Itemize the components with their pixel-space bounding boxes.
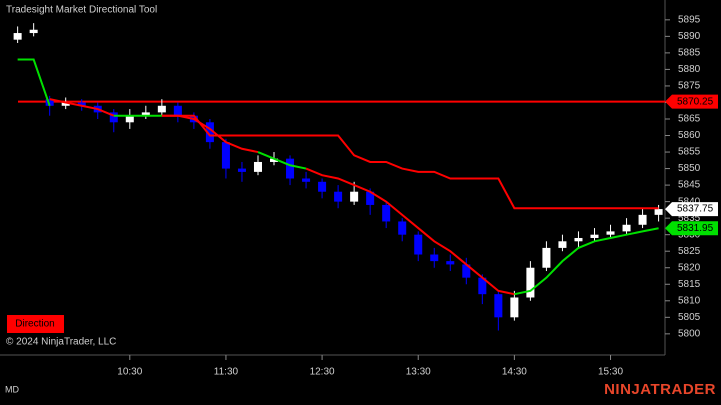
candle-body (414, 234, 423, 255)
y-tick-label: 5820 (678, 262, 701, 273)
x-tick-label: 10:30 (117, 367, 142, 378)
y-tick-label: 5850 (678, 163, 701, 174)
x-tick-label: 11:30 (214, 367, 239, 378)
chart-title: Tradesight Market Directional Tool (6, 5, 157, 16)
x-tick-label: 14:30 (502, 367, 527, 378)
y-tick-label: 5880 (678, 64, 701, 75)
candle-body (205, 122, 214, 143)
candle-body (237, 168, 246, 172)
price-marker (665, 94, 718, 109)
candle-body (382, 204, 391, 222)
candle-body (494, 294, 503, 318)
price-marker (665, 221, 718, 236)
y-tick-label: 5840 (678, 196, 701, 207)
candle-body (109, 112, 118, 123)
candle-body (125, 115, 134, 123)
candle-body (446, 261, 455, 265)
candle-body (286, 158, 295, 179)
candle-body (45, 99, 54, 106)
candle-body (526, 267, 535, 298)
y-tick-label: 5895 (678, 14, 701, 25)
candle-body (398, 221, 407, 235)
candle-body (638, 214, 647, 225)
y-tick-label: 5815 (678, 279, 701, 290)
candle-body (253, 161, 262, 172)
direction-button[interactable] (7, 315, 64, 333)
candle-body (654, 209, 663, 215)
y-tick-label: 5865 (678, 114, 701, 125)
candle-body (221, 142, 230, 169)
x-tick-label: 13:30 (406, 367, 431, 378)
candle-body (318, 181, 327, 192)
tab-label[interactable]: MD (5, 384, 19, 394)
y-tick-label: 5890 (678, 31, 701, 42)
candle-body (622, 224, 631, 232)
candle-body (430, 254, 439, 262)
y-tick-label: 5860 (678, 130, 701, 141)
y-tick-label: 5845 (678, 180, 701, 191)
candle-body (141, 112, 150, 116)
candle-body (590, 234, 599, 238)
x-tick-label: 12:30 (310, 367, 335, 378)
plot: 5800580558105815582058255830583558405845… (13, 14, 701, 378)
indicator-line (17, 58, 659, 296)
indicator-line (161, 114, 659, 210)
candle-body (350, 191, 359, 202)
y-tick-label: 5810 (678, 295, 701, 306)
price-marker (665, 202, 718, 217)
logo: NINJATRADER (604, 381, 716, 398)
y-tick-label: 5825 (678, 246, 701, 257)
candle-body (173, 105, 182, 116)
candle-body (462, 264, 471, 278)
y-tick-label: 5800 (678, 328, 701, 339)
price-marker-label: 5870.25 (677, 96, 714, 107)
y-tick-label: 5855 (678, 147, 701, 158)
candle-body (606, 231, 615, 235)
candle-body (542, 247, 551, 268)
candle-body (302, 178, 311, 182)
candle-body (77, 102, 86, 106)
y-tick-label: 5805 (678, 312, 701, 323)
price-marker-label: 5831.95 (677, 223, 714, 234)
candle-body (13, 33, 22, 40)
candle-body (366, 191, 375, 205)
x-tick-label: 15:30 (598, 367, 623, 378)
copyright: © 2024 NinjaTrader, LLC (6, 337, 116, 348)
direction-button-label[interactable]: Direction (15, 319, 54, 330)
price-marker-label: 5837.75 (677, 204, 714, 215)
candle-body (510, 297, 519, 318)
candle-body (29, 29, 38, 34)
candle-body (574, 237, 583, 242)
y-tick-label: 5875 (678, 81, 701, 92)
candle-body (558, 241, 567, 248)
candle-body (61, 102, 70, 106)
candle-body (270, 158, 279, 162)
y-tick-label: 5835 (678, 213, 701, 224)
candle-body (478, 277, 487, 295)
y-tick-label: 5885 (678, 48, 701, 59)
candle-body (334, 191, 343, 202)
candle-body (157, 105, 166, 113)
